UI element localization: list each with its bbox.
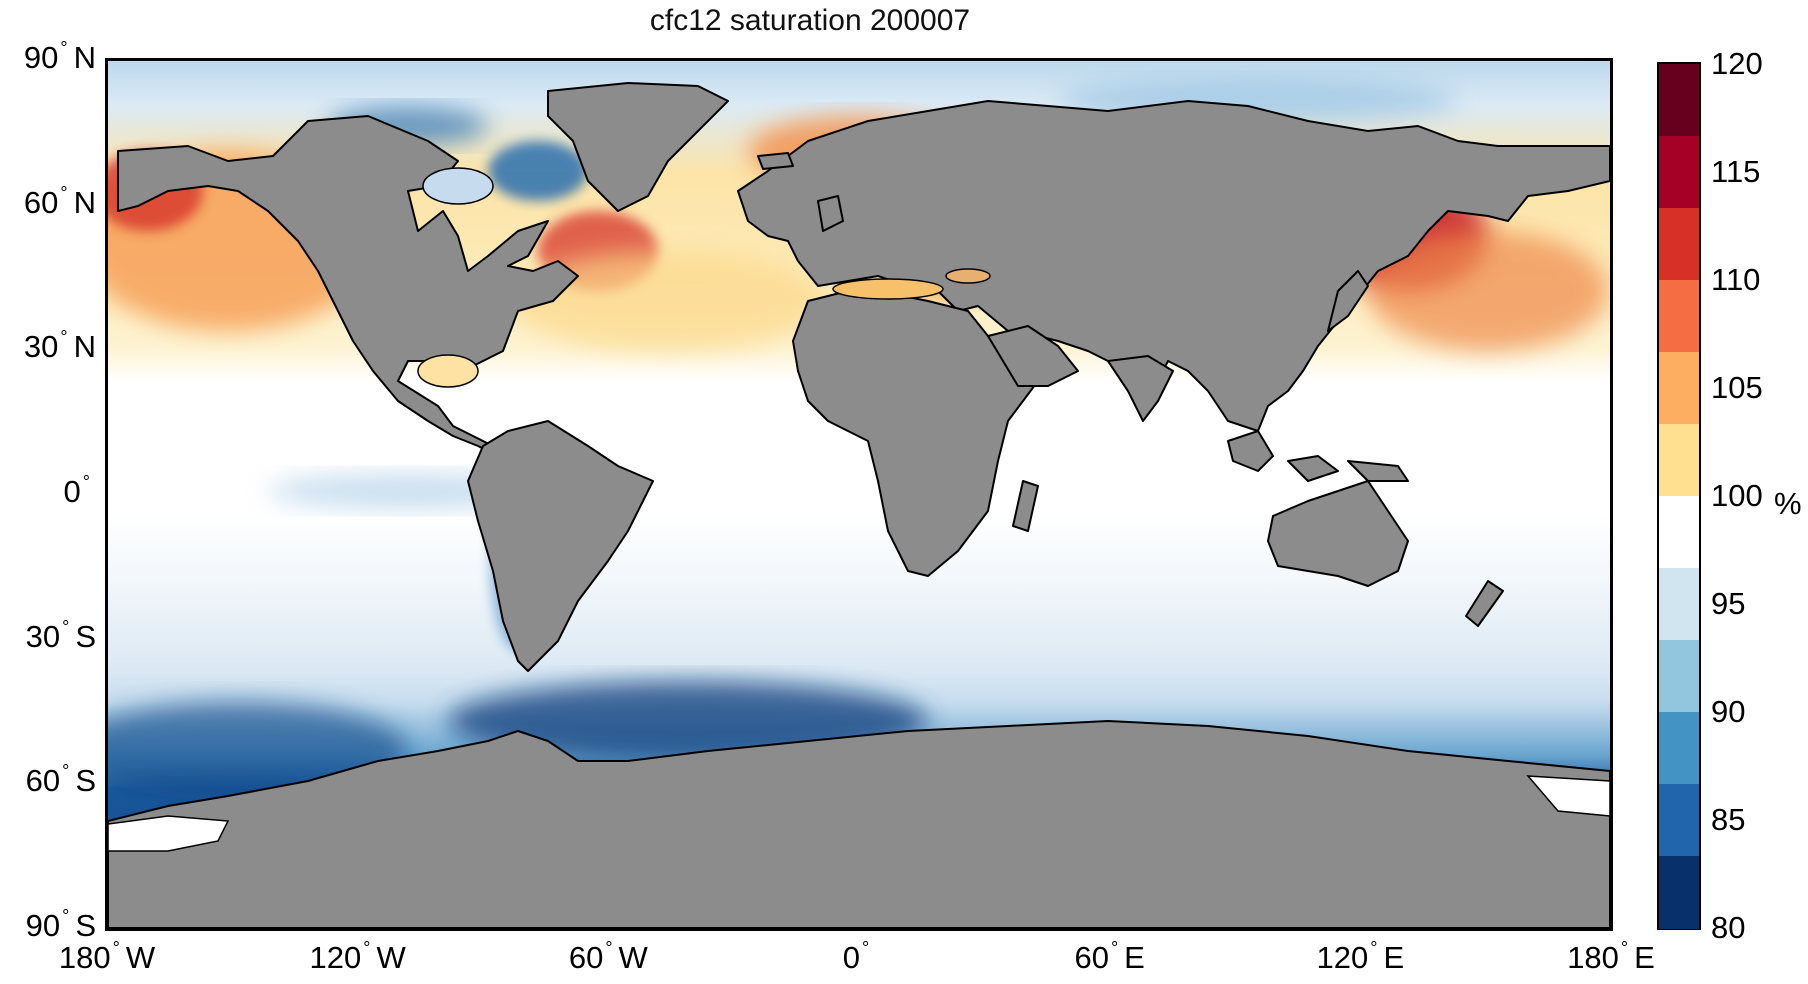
lat-tick-label-hemisphere: N bbox=[73, 184, 96, 220]
colorbar-band bbox=[1659, 280, 1699, 353]
lon-tick-label-value: 180 bbox=[58, 940, 111, 975]
colorbar-band bbox=[1659, 64, 1699, 137]
greenland bbox=[547, 82, 729, 212]
lat-tick-label: 0 ° bbox=[63, 472, 96, 510]
degree-symbol: ° bbox=[82, 472, 90, 492]
lat-tick-label-hemisphere: S bbox=[75, 618, 96, 654]
degree-symbol: ° bbox=[862, 938, 870, 958]
lat-tick-label: 90 ° N bbox=[23, 38, 96, 76]
colorbar-tick-label: 115 bbox=[1711, 154, 1761, 189]
lon-tick-label-value: 60 bbox=[568, 940, 604, 975]
degree-symbol: ° bbox=[60, 182, 68, 203]
lat-tick-label: 60 ° S bbox=[25, 761, 96, 799]
lat-tick-label-value: 90 bbox=[25, 908, 61, 943]
south-america bbox=[467, 420, 654, 672]
map-frame bbox=[105, 58, 1613, 931]
lat-tick-label-hemisphere: N bbox=[73, 329, 96, 365]
colorbar-band bbox=[1659, 208, 1699, 281]
antarctica bbox=[108, 720, 1610, 928]
lon-tick-label-hemisphere: W bbox=[125, 940, 156, 975]
lat-tick-label-value: 60 bbox=[25, 763, 61, 799]
southeast-asia-islands bbox=[1227, 430, 1274, 472]
colorbar-band bbox=[1659, 496, 1699, 569]
colorbar-tick-label: 120 bbox=[1711, 46, 1763, 81]
colorbar-tick-label: 100 bbox=[1711, 478, 1763, 513]
degree-symbol: ° bbox=[60, 327, 68, 348]
degree-symbol: ° bbox=[62, 761, 70, 782]
degree-symbol: ° bbox=[363, 938, 371, 958]
colorbar-tick-label: 95 bbox=[1711, 586, 1746, 621]
colorbar-band bbox=[1659, 424, 1699, 497]
degree-symbol: ° bbox=[605, 938, 613, 958]
lat-tick-label: 30 ° S bbox=[25, 616, 96, 655]
black-sea bbox=[945, 268, 991, 284]
degree-symbol: ° bbox=[1370, 938, 1378, 958]
lon-tick-label-value: 180 bbox=[1567, 940, 1619, 975]
lon-tick-label-hemisphere: E bbox=[1383, 940, 1405, 975]
lon-tick-label-hemisphere: W bbox=[618, 940, 648, 975]
lat-tick-label: 90 ° S bbox=[25, 906, 96, 944]
lon-tick-label: 120 ° W bbox=[309, 938, 406, 976]
lon-tick-label-value: 0 bbox=[842, 940, 861, 975]
lon-tick-label: 0 ° bbox=[842, 938, 875, 976]
lon-tick-label: 60 ° E bbox=[1074, 938, 1145, 976]
colorbar-band bbox=[1659, 712, 1699, 785]
colorbar-tick-label: 80 bbox=[1711, 910, 1746, 945]
map-title: cfc12 saturation 200007 bbox=[649, 4, 971, 37]
lat-tick-label-value: 30 bbox=[23, 329, 59, 365]
degree-symbol: ° bbox=[60, 38, 68, 58]
japan bbox=[1327, 270, 1369, 332]
australia bbox=[1267, 480, 1409, 587]
british-isles bbox=[817, 195, 844, 232]
degree-symbol: ° bbox=[112, 938, 120, 958]
arabian-peninsula bbox=[987, 325, 1079, 387]
ice-shelf bbox=[108, 815, 230, 852]
iceland bbox=[757, 152, 794, 170]
lat-tick-label-hemisphere: S bbox=[75, 763, 96, 799]
lat-tick-label-value: 90 bbox=[23, 40, 59, 75]
lon-tick-label-hemisphere: E bbox=[1124, 940, 1145, 975]
africa bbox=[792, 290, 1039, 577]
lat-tick-label-hemisphere: S bbox=[75, 908, 96, 943]
mediterranean-sea bbox=[832, 278, 944, 300]
colorbar-band bbox=[1659, 640, 1699, 713]
lat-tick-label-value: 30 bbox=[25, 618, 61, 654]
lon-tick-label-value: 60 bbox=[1074, 940, 1109, 975]
lat-tick-label: 30 ° N bbox=[23, 327, 96, 365]
madagascar bbox=[1012, 480, 1039, 532]
indian-subcontinent bbox=[1107, 355, 1174, 422]
ice-shelf-east bbox=[1526, 775, 1610, 817]
colorbar-tick-label: 90 bbox=[1711, 694, 1746, 729]
degree-symbol: ° bbox=[62, 906, 70, 926]
colorbar-tick-label: 105 bbox=[1711, 370, 1763, 405]
lat-tick-label: 60 ° N bbox=[23, 182, 96, 221]
lon-tick-label-value: 120 bbox=[1316, 940, 1369, 975]
colorbar-unit: % bbox=[1774, 486, 1802, 521]
lon-tick-label: 180 ° E bbox=[1567, 938, 1655, 976]
hudson-bay bbox=[422, 167, 494, 205]
lon-tick-label: 120 ° E bbox=[1316, 938, 1405, 976]
colorbar-tick-label: 110 bbox=[1711, 262, 1761, 297]
colorbar-band bbox=[1659, 568, 1699, 641]
colorbar-band bbox=[1659, 784, 1699, 857]
lon-tick-label-hemisphere: W bbox=[376, 940, 406, 975]
lat-tick-label-value: 60 bbox=[23, 184, 59, 220]
lon-tick-label-value: 120 bbox=[309, 940, 362, 975]
degree-symbol: ° bbox=[1620, 938, 1629, 958]
colorbar-tick-label: 85 bbox=[1711, 802, 1746, 837]
degree-symbol: ° bbox=[1110, 938, 1119, 958]
colorbar-band bbox=[1659, 352, 1699, 425]
new-zealand bbox=[1465, 580, 1504, 627]
degree-symbol: ° bbox=[62, 616, 70, 637]
lon-tick-label: 60 ° W bbox=[568, 938, 648, 976]
lon-tick-label: 180 ° W bbox=[58, 938, 156, 976]
world-map bbox=[108, 61, 1610, 928]
colorbar-band bbox=[1659, 136, 1699, 209]
colorbar bbox=[1657, 62, 1701, 930]
colorbar-band bbox=[1659, 856, 1699, 929]
lon-tick-label-hemisphere: E bbox=[1634, 940, 1655, 975]
gulf-of-mexico bbox=[417, 354, 479, 388]
lat-tick-label-value: 0 bbox=[63, 474, 81, 509]
lat-tick-label-hemisphere: N bbox=[73, 40, 96, 75]
